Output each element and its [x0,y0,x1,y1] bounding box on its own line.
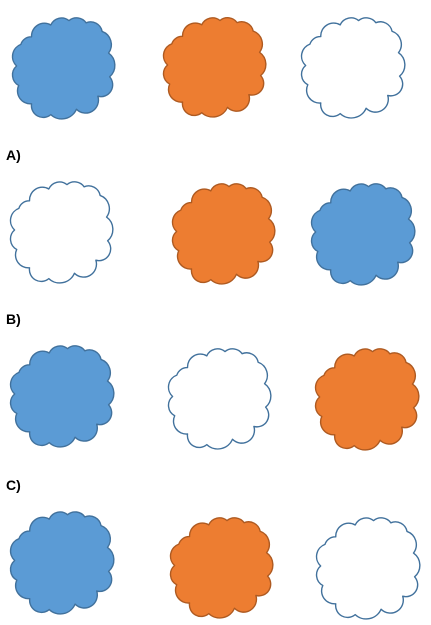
row-0-cloud-3 [300,17,406,119]
option-b-label: B) [6,311,21,327]
row-b-cloud-1 [9,345,115,448]
row-c-cloud-3 [315,517,421,620]
row-a-option [9,181,416,286]
row-a-cloud-1 [9,181,114,284]
row-b-option [9,345,420,451]
row-c-cloud-2 [169,517,274,619]
row-0-reference [11,17,406,120]
row-c-cloud-1 [9,511,115,615]
row-b-cloud-2 [167,348,272,450]
row-a-cloud-2 [171,183,276,285]
row-b-cloud-3 [314,348,420,451]
row-a-cloud-3 [310,183,416,286]
option-c-label: C) [6,477,21,493]
row-0-cloud-2 [162,17,267,118]
row-c-option [9,511,421,620]
row-0-cloud-1 [11,17,116,120]
option-a-label: A) [6,147,21,163]
